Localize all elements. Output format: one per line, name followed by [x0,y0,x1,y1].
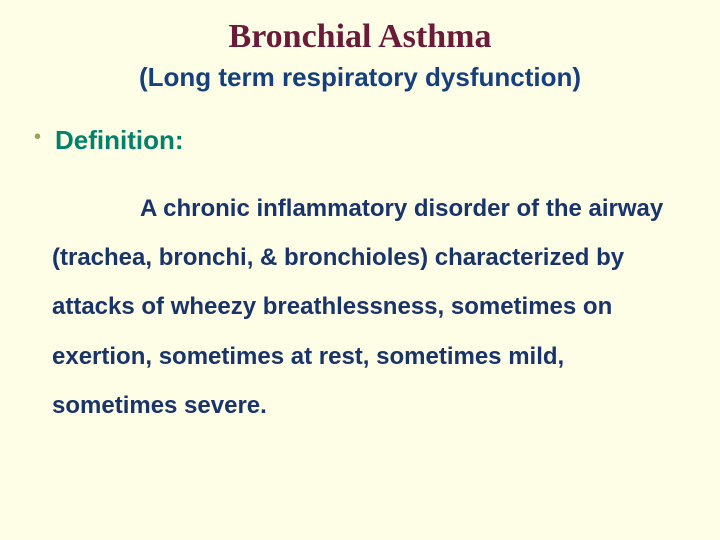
bullet-label: Definition: [55,125,184,156]
slide-subtitle: (Long term respiratory dysfunction) [34,62,686,93]
slide-title: Bronchial Asthma [34,18,686,56]
bullet-icon: • [34,127,41,147]
bullet-row: • Definition: [34,125,686,156]
definition-text: A chronic inflammatory disorder of the a… [52,184,680,430]
